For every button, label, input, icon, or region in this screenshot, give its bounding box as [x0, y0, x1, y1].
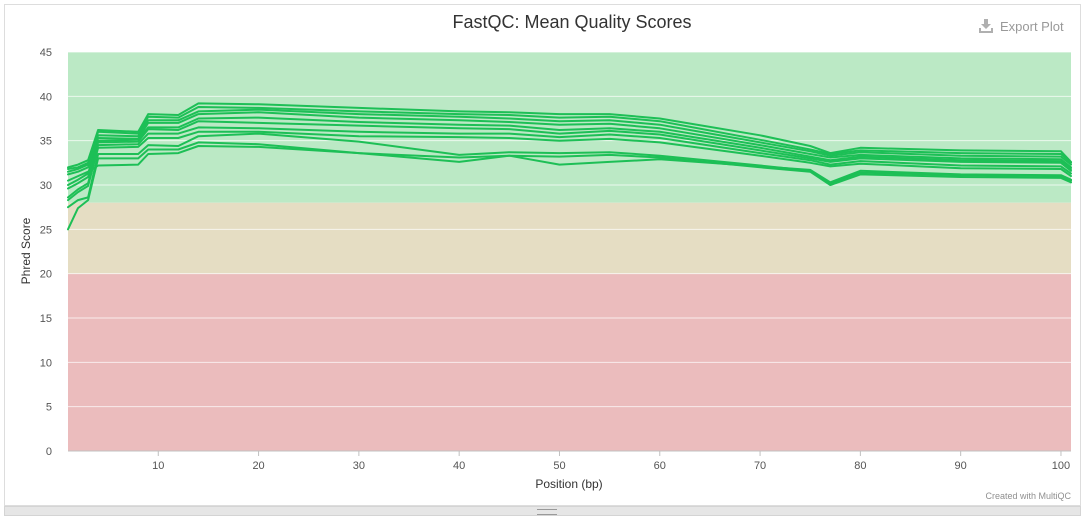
series-lines	[67, 102, 1072, 231]
series-line-5	[67, 116, 1072, 186]
y-tick-label: 10	[40, 357, 52, 369]
x-tick-label: 30	[353, 460, 365, 472]
x-tick-label: 40	[453, 460, 465, 472]
y-tick-label: 15	[40, 313, 52, 325]
grip-icon	[537, 509, 557, 515]
y-tick-label: 25	[40, 224, 52, 236]
x-tick-label: 70	[754, 460, 766, 472]
x-tick-label: 20	[252, 460, 264, 472]
series-line-2	[67, 106, 1072, 170]
y-tick-label: 30	[40, 180, 52, 192]
y-tick-label: 45	[40, 47, 52, 59]
zone-band-1	[68, 202, 1071, 274]
series-line-1	[67, 102, 1072, 169]
series-line-3	[67, 108, 1072, 173]
x-axis-ticks: 10 20 30 40 50 60 70 80 90 100	[68, 450, 1071, 472]
download-icon	[979, 19, 993, 33]
x-tick-label: 50	[553, 460, 565, 472]
y-tick-label: 5	[46, 402, 52, 414]
series-line-10	[67, 141, 1072, 231]
export-plot-button[interactable]: Export Plot	[978, 16, 1064, 36]
y-axis-label: Phred Score	[19, 217, 33, 284]
y-axis-ticks: 0 5 10 15 20 25 30 35 40 45	[40, 47, 52, 458]
export-plot-label: Export Plot	[1000, 18, 1064, 34]
y-tick-label: 35	[40, 136, 52, 148]
x-tick-label: 10	[152, 460, 164, 472]
multiqc-credit: Created with MultiQC	[985, 491, 1071, 501]
series-line-9	[67, 132, 1072, 209]
series-line-7	[67, 126, 1072, 199]
y-tick-label: 20	[40, 269, 52, 281]
resize-handle[interactable]	[4, 506, 1081, 516]
series-line-11	[67, 145, 1072, 184]
x-tick-label: 80	[854, 460, 866, 472]
x-tick-label: 90	[955, 460, 967, 472]
x-tick-label: 60	[654, 460, 666, 472]
y-tick-label: 40	[40, 91, 52, 103]
series-line-6	[67, 120, 1072, 190]
x-tick-label: 100	[1052, 460, 1070, 472]
series-line-8	[67, 130, 1072, 202]
series-line-4	[67, 111, 1072, 176]
quality-zones	[68, 52, 1071, 451]
x-axis-label: Position (bp)	[535, 477, 602, 491]
chart-title: FastQC: Mean Quality Scores	[452, 12, 691, 32]
y-tick-label: 0	[46, 446, 52, 458]
